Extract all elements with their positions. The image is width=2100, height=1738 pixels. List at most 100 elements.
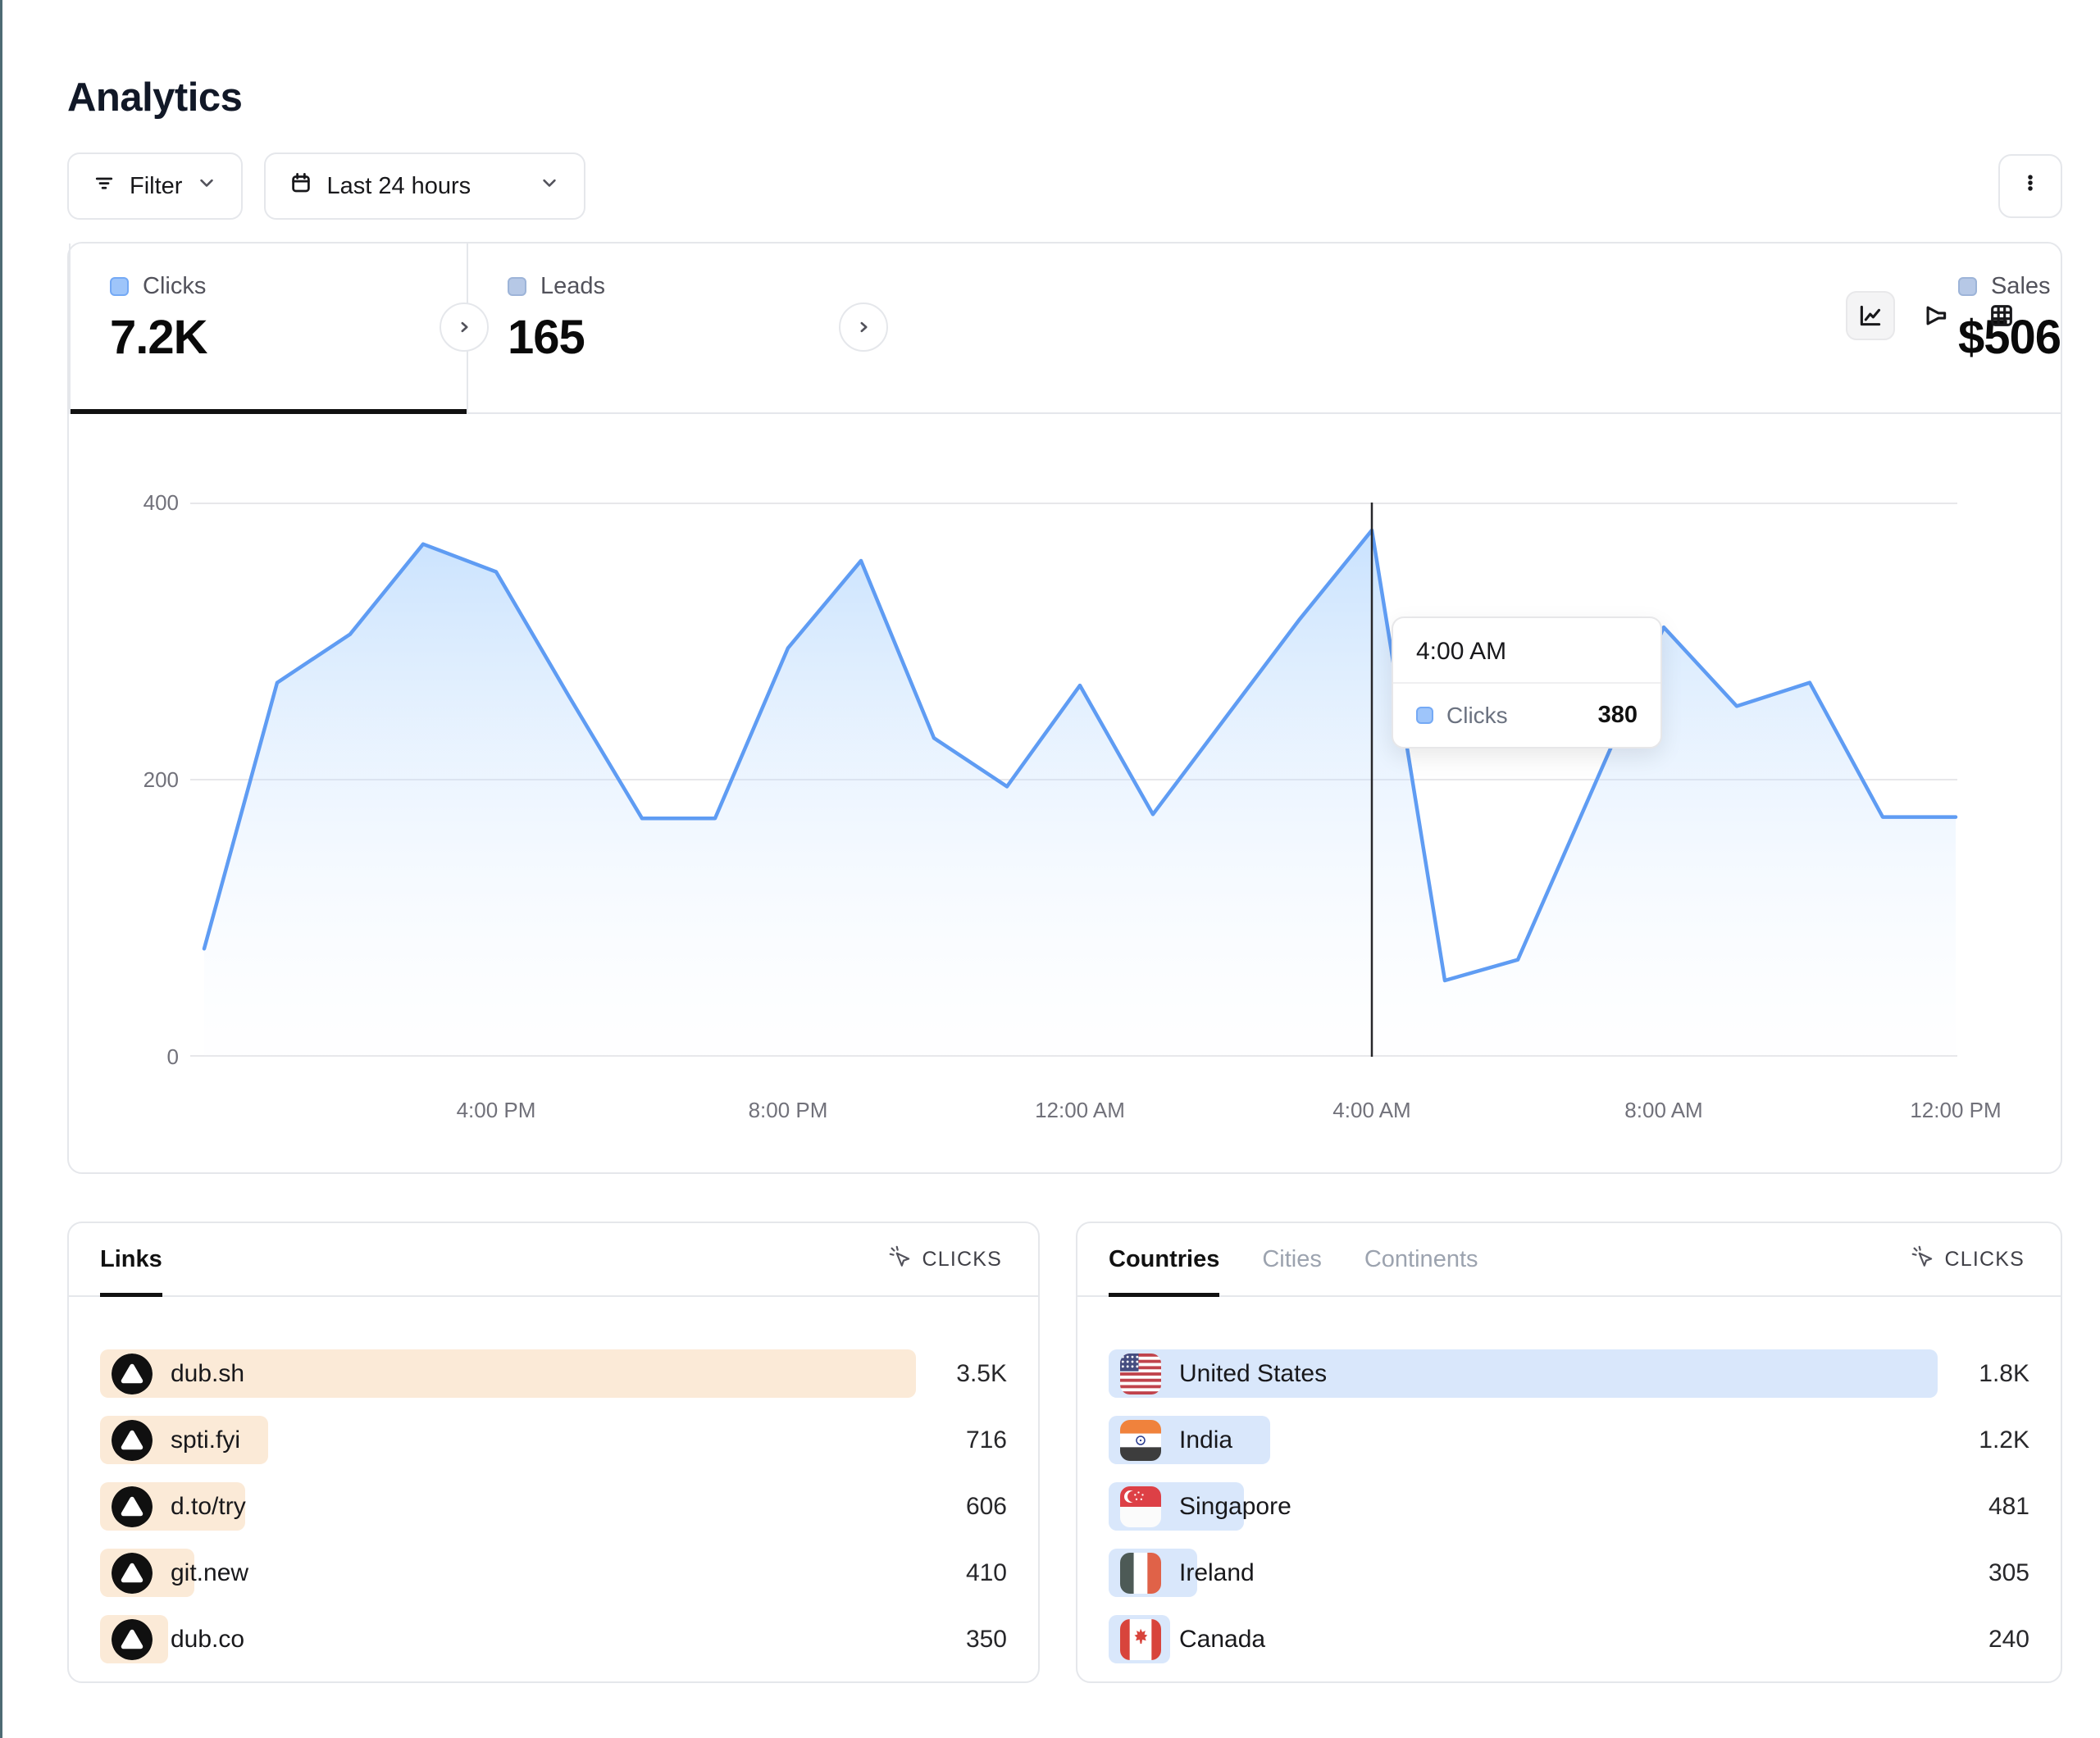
countries-panel: Countries Cities Continents CLICKS United … (1076, 1222, 2062, 1683)
country-label: United States (1179, 1359, 1328, 1387)
dub-logo-icon (112, 1353, 153, 1394)
x-axis-tick-label: 8:00 PM (748, 1098, 828, 1122)
clicks-chart[interactable] (190, 503, 1958, 1057)
country-row[interactable]: India 1.2K (1109, 1416, 2029, 1464)
stat-tab[interactable]: Clicks 7.2K (69, 243, 467, 414)
tooltip-series-label: Clicks (1446, 702, 1508, 728)
chart-type-toggle-group (1846, 291, 2026, 340)
country-row[interactable]: Singapore 481 (1109, 1482, 2029, 1531)
page-title: Analytics (67, 75, 243, 120)
link-clicks-value: 716 (965, 1426, 1007, 1454)
stat-tab[interactable]: Leads 165 (467, 243, 1919, 412)
dub-logo-icon (112, 1618, 153, 1660)
y-axis-tick-label: 400 (143, 490, 179, 515)
page-edge-accent (0, 0, 2, 1738)
link-clicks-value: 350 (965, 1625, 1007, 1653)
countries-metric-selector[interactable]: CLICKS (1905, 1223, 2029, 1295)
links-rows: dub.sh 3.5K spti.fyi 716 d.to/try (69, 1297, 1038, 1663)
country-clicks-value: 1.2K (1979, 1426, 2029, 1454)
x-axis-labels: 4:00 PM 8:00 PM 12:00 AM 4:00 AM 8:00 AM 12:0… (190, 1098, 2002, 1131)
country-flag-icon (1120, 1618, 1161, 1660)
geo-tab[interactable]: Continents (1364, 1245, 1478, 1272)
link-row[interactable]: git.new 410 (100, 1549, 1007, 1597)
series-legend-square (1957, 277, 1977, 296)
link-row[interactable]: dub.sh 3.5K (100, 1349, 1007, 1398)
country-flag-icon (1120, 1419, 1161, 1461)
line-chart-toggle[interactable] (1846, 291, 1895, 340)
filter-button[interactable]: Filter (67, 152, 244, 220)
x-axis-tick-label: 8:00 AM (1624, 1098, 1703, 1122)
dub-logo-icon (112, 1485, 153, 1527)
y-axis-tick-label: 0 (166, 1044, 179, 1069)
country-flag-icon (1120, 1552, 1161, 1594)
link-clicks-value: 3.5K (956, 1359, 1007, 1387)
chevron-down-icon (538, 171, 561, 201)
link-row[interactable]: dub.co 350 (100, 1615, 1007, 1663)
country-clicks-value: 240 (1988, 1625, 2029, 1653)
country-clicks-value: 305 (1988, 1558, 2029, 1586)
link-row[interactable]: d.to/try 606 (100, 1482, 1007, 1531)
link-clicks-value: 606 (965, 1492, 1007, 1520)
link-label: git.new (171, 1558, 249, 1586)
country-clicks-value: 1.8K (1979, 1359, 2029, 1387)
x-axis-tick-label: 12:00 PM (1910, 1098, 2002, 1122)
clicks-chart-svg (190, 503, 1958, 1057)
chart-tooltip: 4:00 AM Clicks 380 (1392, 616, 1662, 748)
analytics-chart-card: Clicks 7.2K Leads 165 Sales (67, 242, 2062, 1174)
cursor-click-icon (1910, 1244, 1934, 1275)
stat-value: 165 (508, 311, 585, 364)
country-label: India (1179, 1426, 1233, 1454)
links-metric-label: CLICKS (922, 1247, 1002, 1271)
series-legend-square (110, 277, 129, 296)
geo-tabs: Countries Cities Continents (1109, 1223, 1478, 1297)
country-flag-icon (1120, 1353, 1161, 1394)
link-label: spti.fyi (171, 1426, 241, 1454)
countries-rows: United States 1.8K India 1.2K Singapore (1077, 1297, 2061, 1663)
tab-links[interactable]: Links (100, 1223, 162, 1297)
kebab-menu-icon (2018, 171, 2043, 202)
stat-tab[interactable]: Sales $506 (1919, 243, 2061, 412)
date-range-label: Last 24 hours (326, 172, 471, 199)
x-axis-tick-label: 4:00 AM (1332, 1098, 1411, 1122)
filter-icon (92, 171, 116, 202)
next-metric-button[interactable] (440, 303, 489, 352)
geo-tab[interactable]: Countries (1109, 1223, 1220, 1297)
tooltip-value: 380 (1597, 702, 1638, 728)
country-bar (1109, 1349, 1938, 1398)
links-metric-selector[interactable]: CLICKS (882, 1223, 1007, 1295)
stat-label: Sales (1990, 273, 2051, 299)
dub-logo-icon (112, 1419, 153, 1461)
table-view-toggle[interactable] (1977, 291, 2026, 340)
filter-button-label: Filter (130, 172, 183, 199)
links-panel: Links CLICKS dub.sh 3.5K (67, 1222, 1040, 1683)
stats-tabs: Clicks 7.2K Leads 165 Sales (69, 243, 2061, 414)
country-label: Singapore (1179, 1492, 1291, 1520)
link-clicks-value: 410 (965, 1558, 1007, 1586)
date-range-button[interactable]: Last 24 hours (264, 152, 586, 220)
country-row[interactable]: Ireland 305 (1109, 1549, 2029, 1597)
country-flag-icon (1120, 1485, 1161, 1527)
link-bar (100, 1349, 917, 1398)
chevron-down-icon (195, 171, 218, 201)
country-row[interactable]: Canada 240 (1109, 1615, 2029, 1663)
country-row[interactable]: United States 1.8K (1109, 1349, 2029, 1398)
stat-label: Clicks (143, 273, 207, 299)
dub-logo-icon (112, 1552, 153, 1594)
next-metric-button[interactable] (839, 303, 888, 352)
series-legend-square (508, 277, 526, 296)
active-tab-indicator (71, 409, 467, 414)
country-clicks-value: 481 (1988, 1492, 2029, 1520)
toolbar: Filter Last 24 hours (67, 152, 2062, 220)
more-options-button[interactable] (1998, 154, 2062, 218)
geo-tab[interactable]: Cities (1262, 1245, 1322, 1272)
link-row[interactable]: spti.fyi 716 (100, 1416, 1007, 1464)
calendar-icon (289, 171, 313, 202)
chart-line (202, 528, 1958, 983)
link-label: dub.co (171, 1625, 245, 1653)
tooltip-time: 4:00 AM (1393, 618, 1660, 684)
x-axis-tick-label: 4:00 PM (456, 1098, 536, 1122)
y-axis-tick-label: 200 (143, 767, 179, 792)
funnel-chart-toggle[interactable] (1911, 291, 1961, 340)
y-axis-labels: 0 200 400 (69, 490, 179, 1069)
